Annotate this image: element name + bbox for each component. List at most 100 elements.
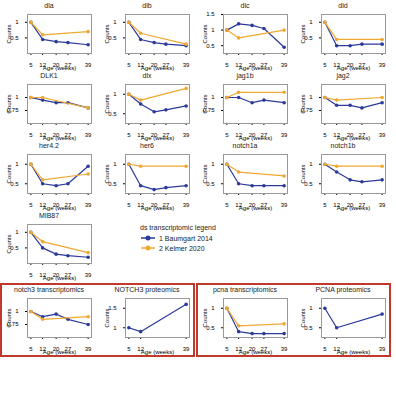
svg-text:5: 5 xyxy=(127,202,131,208)
svg-text:5: 5 xyxy=(225,202,229,208)
svg-text:0.5: 0.5 xyxy=(108,34,117,41)
svg-text:1: 1 xyxy=(15,94,19,100)
svg-text:Counts: Counts xyxy=(6,94,12,113)
svg-text:39: 39 xyxy=(183,62,190,68)
svg-text:Age (weeks): Age (weeks) xyxy=(337,135,370,141)
svg-text:39: 39 xyxy=(379,132,386,138)
svg-text:39: 39 xyxy=(183,346,190,352)
svg-text:Age (weeks): Age (weeks) xyxy=(43,275,76,281)
svg-text:1: 1 xyxy=(15,161,19,167)
svg-text:39: 39 xyxy=(379,62,386,68)
svg-text:5: 5 xyxy=(323,62,327,68)
svg-text:Counts: Counts xyxy=(300,24,306,43)
svg-text:1: 1 xyxy=(113,161,117,167)
svg-text:Age (weeks): Age (weeks) xyxy=(239,349,272,355)
svg-text:0.5: 0.5 xyxy=(10,34,19,41)
svg-text:5: 5 xyxy=(323,346,327,352)
html-text:dlc: dlc xyxy=(240,2,250,9)
svg-text:5: 5 xyxy=(29,62,33,68)
svg-text:Age (weeks): Age (weeks) xyxy=(337,205,370,211)
svg-text:Age (weeks): Age (weeks) xyxy=(141,135,174,141)
svg-text:39: 39 xyxy=(281,62,288,68)
html-text:1 Baumgart 2014: 1 Baumgart 2014 xyxy=(159,234,213,242)
svg-text:Counts: Counts xyxy=(104,308,110,327)
svg-text:Counts: Counts xyxy=(202,94,208,113)
svg-text:1: 1 xyxy=(113,19,117,25)
svg-text:39: 39 xyxy=(183,202,190,208)
svg-text:1: 1 xyxy=(15,229,19,235)
html-text:dlx: dlx xyxy=(142,72,152,79)
svg-text:39: 39 xyxy=(85,272,92,278)
svg-text:Counts: Counts xyxy=(6,234,12,253)
svg-text:5: 5 xyxy=(29,132,33,138)
svg-text:1: 1 xyxy=(15,19,19,25)
svg-text:1: 1 xyxy=(113,325,117,331)
html-text:dld: dld xyxy=(338,2,348,9)
svg-text:Age (weeks): Age (weeks) xyxy=(239,135,272,141)
svg-text:1: 1 xyxy=(211,161,215,167)
svg-text:1: 1 xyxy=(309,305,313,311)
svg-text:39: 39 xyxy=(281,202,288,208)
svg-text:Age (weeks): Age (weeks) xyxy=(141,205,174,211)
svg-text:5: 5 xyxy=(225,62,229,68)
svg-text:0.75: 0.75 xyxy=(6,107,19,114)
html-text:DLK1: DLK1 xyxy=(40,72,58,79)
svg-text:Counts: Counts xyxy=(6,164,12,183)
svg-text:5: 5 xyxy=(323,132,327,138)
html-text:2 Kelmer 2020: 2 Kelmer 2020 xyxy=(159,244,205,252)
svg-text:0.5: 0.5 xyxy=(206,42,215,49)
svg-text:39: 39 xyxy=(281,346,288,352)
svg-text:Age (weeks): Age (weeks) xyxy=(141,65,174,71)
html-text:dlb: dlb xyxy=(142,2,152,9)
svg-text:Age (weeks): Age (weeks) xyxy=(43,65,76,71)
svg-text:1: 1 xyxy=(309,161,313,167)
svg-text:39: 39 xyxy=(85,202,92,208)
svg-text:Age (weeks): Age (weeks) xyxy=(337,65,370,71)
svg-text:1: 1 xyxy=(15,308,19,314)
svg-text:Counts: Counts xyxy=(300,94,306,113)
svg-text:39: 39 xyxy=(85,132,92,138)
svg-text:Age (weeks): Age (weeks) xyxy=(141,349,174,355)
svg-text:5: 5 xyxy=(127,132,131,138)
svg-text:1.5: 1.5 xyxy=(206,11,215,17)
svg-text:5: 5 xyxy=(127,62,131,68)
svg-text:Counts: Counts xyxy=(6,308,12,327)
svg-text:Counts: Counts xyxy=(6,24,12,43)
svg-text:Age (weeks): Age (weeks) xyxy=(43,135,76,141)
svg-text:5: 5 xyxy=(29,346,33,352)
svg-text:Age (weeks): Age (weeks) xyxy=(239,65,272,71)
svg-text:1: 1 xyxy=(309,19,313,25)
svg-text:5: 5 xyxy=(225,346,229,352)
svg-text:5: 5 xyxy=(127,346,131,352)
svg-text:1: 1 xyxy=(113,91,117,97)
svg-text:Counts: Counts xyxy=(202,164,208,183)
svg-text:0.5: 0.5 xyxy=(108,110,117,117)
svg-text:Counts: Counts xyxy=(202,308,208,327)
svg-text:39: 39 xyxy=(281,132,288,138)
svg-text:39: 39 xyxy=(379,202,386,208)
svg-text:5: 5 xyxy=(323,202,327,208)
svg-text:0.5: 0.5 xyxy=(304,34,313,41)
svg-text:39: 39 xyxy=(379,346,386,352)
svg-text:1: 1 xyxy=(211,305,215,311)
svg-text:Age (weeks): Age (weeks) xyxy=(239,205,272,211)
svg-text:5: 5 xyxy=(29,202,33,208)
svg-text:1: 1 xyxy=(211,94,215,100)
svg-text:Counts: Counts xyxy=(300,164,306,183)
svg-text:Age (weeks): Age (weeks) xyxy=(43,205,76,211)
svg-text:Counts: Counts xyxy=(104,94,110,113)
svg-text:1: 1 xyxy=(309,94,313,100)
svg-text:Age (weeks): Age (weeks) xyxy=(337,349,370,355)
svg-text:Counts: Counts xyxy=(202,24,208,43)
svg-text:Counts: Counts xyxy=(300,308,306,327)
html-text:dla: dla xyxy=(44,2,54,9)
svg-text:Counts: Counts xyxy=(104,164,110,183)
svg-text:39: 39 xyxy=(85,346,92,352)
svg-text:39: 39 xyxy=(183,132,190,138)
svg-text:39: 39 xyxy=(85,62,92,68)
svg-text:5: 5 xyxy=(29,272,33,278)
svg-text:Counts: Counts xyxy=(104,24,110,43)
svg-text:5: 5 xyxy=(225,132,229,138)
svg-text:1: 1 xyxy=(211,27,215,33)
svg-text:Age (weeks): Age (weeks) xyxy=(43,349,76,355)
